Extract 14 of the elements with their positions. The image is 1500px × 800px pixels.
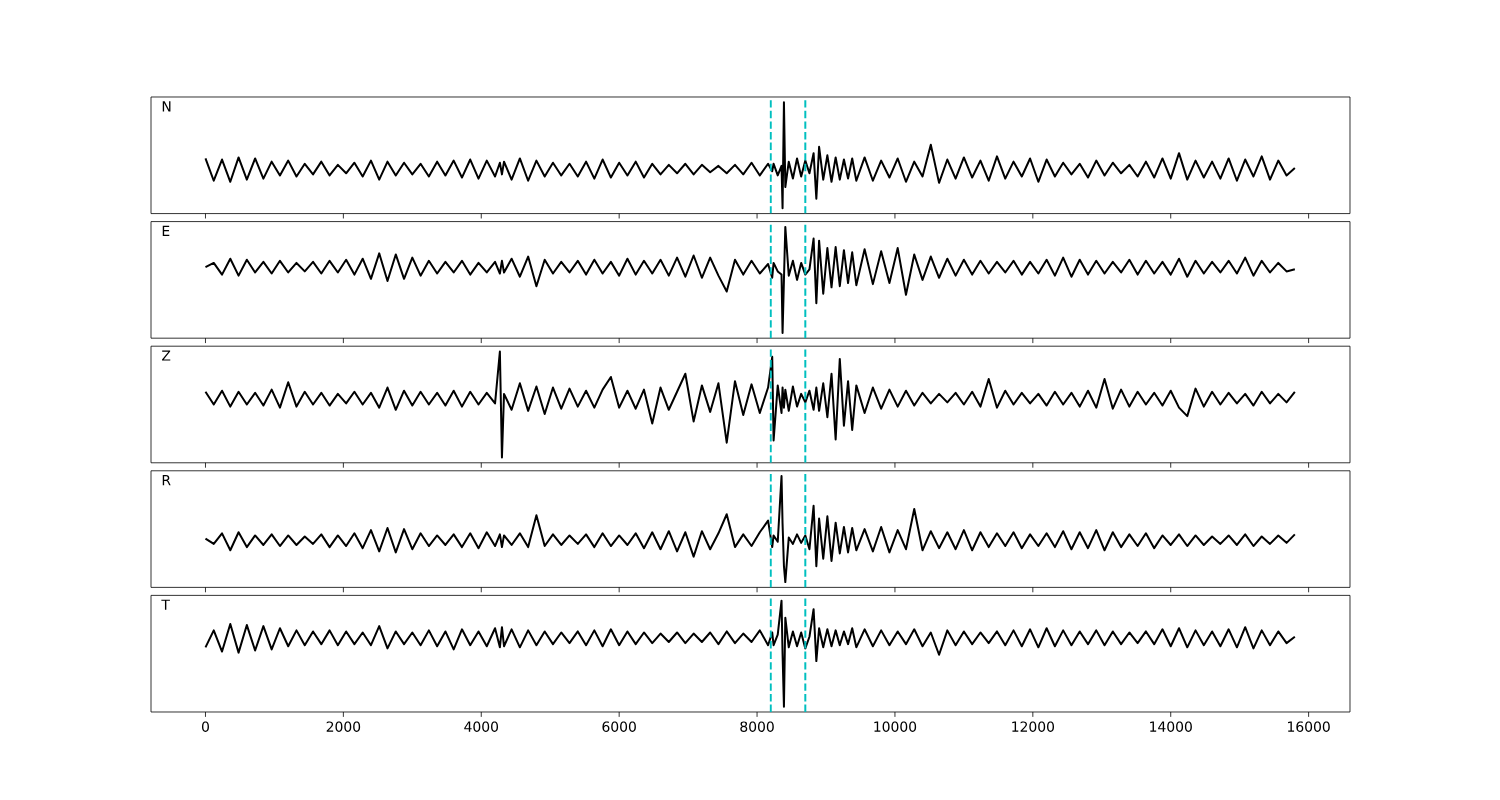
annotation: T <box>161 599 170 610</box>
annotation: Z <box>162 350 171 361</box>
x-tick-label: 2000 <box>326 721 361 732</box>
x-tick-label: 14000 <box>1150 721 1192 732</box>
annotation: R <box>162 475 171 486</box>
x-tick-label: 4000 <box>464 721 499 732</box>
annotation: N <box>162 101 171 112</box>
annotation: E <box>162 225 170 236</box>
x-tick-label: 12000 <box>1012 721 1055 732</box>
x-tick-label: 16000 <box>1288 721 1330 732</box>
x-tick-label: 0 <box>201 721 209 732</box>
x-tick-label: 8000 <box>740 721 774 732</box>
x-tick-label: 6000 <box>602 721 636 732</box>
x-tick-label: 10000 <box>874 721 917 732</box>
